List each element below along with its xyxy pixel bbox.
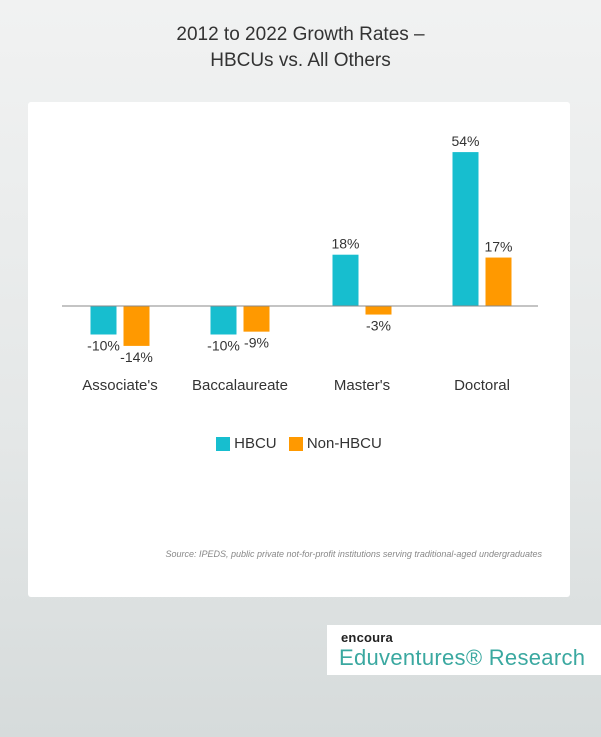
source-note: Source: IPEDS, public private not-for-pr…	[165, 549, 542, 559]
logo-research: Eduventures® Research	[339, 645, 586, 670]
data-label-non-hbcu-3: 17%	[484, 239, 512, 255]
chart-legend: HBCU Non-HBCU	[28, 435, 570, 455]
chart-title: 2012 to 2022 Growth Rates – HBCUs vs. Al…	[0, 22, 601, 74]
bar-non-hbcu-0	[123, 306, 150, 346]
data-label-hbcu-0: -10%	[87, 338, 120, 354]
bar-non-hbcu-2	[365, 306, 392, 315]
category-label-0: Associate's	[82, 377, 157, 394]
data-label-hbcu-3: 54%	[451, 133, 479, 149]
data-label-hbcu-2: 18%	[331, 236, 359, 252]
legend-item-non-hbcu: Non-HBCU	[288, 435, 382, 452]
data-label-hbcu-1: -10%	[207, 338, 240, 354]
bar-chart: -10%-14%Associate's-10% -9%Baccalaureate1…	[62, 133, 538, 394]
logo-brand: encoura	[341, 630, 393, 645]
bar-non-hbcu-1	[243, 306, 270, 332]
chart-card: -10% -14% Associate's -10% -9% Baccalaureate 1…	[28, 102, 570, 597]
legend-item-hbcu: HBCU	[216, 435, 277, 452]
legend-label-hbcu: HBCU	[234, 435, 277, 452]
bar-hbcu-0	[90, 306, 117, 335]
data-label-non-hbcu-1: -9%	[244, 335, 269, 351]
legend-swatch-hbcu	[216, 436, 231, 451]
bar-hbcu-3	[452, 152, 479, 306]
chart-title-line-1: 2012 to 2022 Growth Rates –	[176, 24, 425, 45]
legend-swatch-non-hbcu	[288, 436, 303, 451]
data-label-non-hbcu-2: -3%	[366, 318, 391, 334]
category-label-1: Baccalaureate	[192, 377, 288, 394]
category-label-3: Doctoral	[454, 377, 510, 394]
company-logo: encoura Eduventures® Research	[327, 625, 601, 675]
data-label-non-hbcu-0: -14%	[120, 349, 153, 365]
chart-title-line-2: HBCUs vs. All Others	[210, 50, 391, 71]
category-label-2: Master's	[334, 377, 390, 394]
bar-hbcu-2	[332, 254, 359, 306]
legend-label-non-hbcu: Non-HBCU	[306, 435, 382, 452]
bar-non-hbcu-3	[485, 257, 512, 306]
bar-hbcu-1	[210, 306, 237, 335]
